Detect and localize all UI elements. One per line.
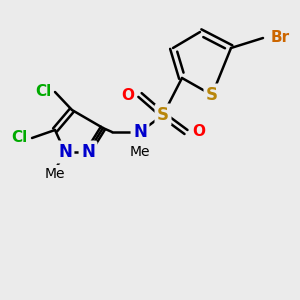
Text: Br: Br — [271, 31, 290, 46]
Text: S: S — [157, 106, 169, 124]
Text: Me: Me — [130, 145, 150, 159]
Text: S: S — [206, 86, 218, 104]
Text: Cl: Cl — [35, 85, 51, 100]
Text: N: N — [58, 143, 72, 161]
Text: N: N — [81, 143, 95, 161]
Text: N: N — [133, 123, 147, 141]
Text: O: O — [192, 124, 205, 140]
Text: O: O — [121, 88, 134, 103]
Text: Cl: Cl — [12, 130, 28, 146]
Text: Me: Me — [45, 167, 65, 181]
